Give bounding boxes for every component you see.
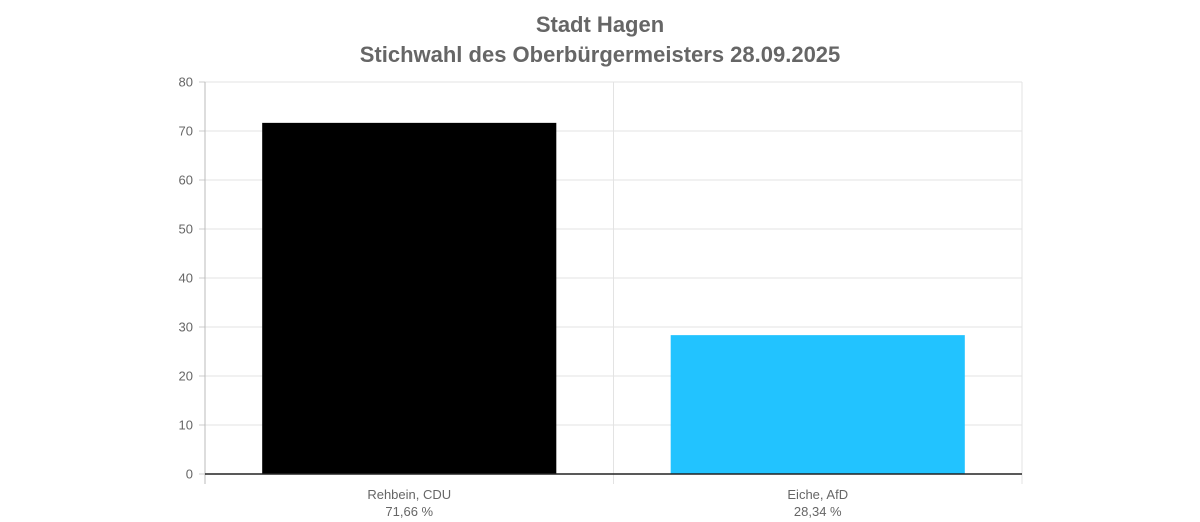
bar-2 [670,335,965,474]
y-tick-label: 50 [179,222,193,237]
y-tick-label: 0 [186,467,193,482]
y-tick-label: 20 [179,369,193,384]
chart-title: Stadt Hagen [535,12,665,37]
x-category-label: Rehbein, CDU [367,487,451,502]
y-tick-label: 30 [179,320,193,335]
x-category-percent-label: 71,66 % [385,504,433,519]
y-tick-label: 70 [179,124,193,139]
y-tick-label: 80 [179,75,193,90]
x-category-label: Eiche, AfD [787,487,848,502]
bar-1 [262,122,557,474]
y-tick-label: 60 [179,173,193,188]
y-tick-label: 40 [179,271,193,286]
y-tick-label: 10 [179,418,193,433]
chart-subtitle: Stichwahl des Oberbürgermeisters 28.09.2… [359,42,841,67]
x-category-percent-label: 28,34 % [794,504,842,519]
